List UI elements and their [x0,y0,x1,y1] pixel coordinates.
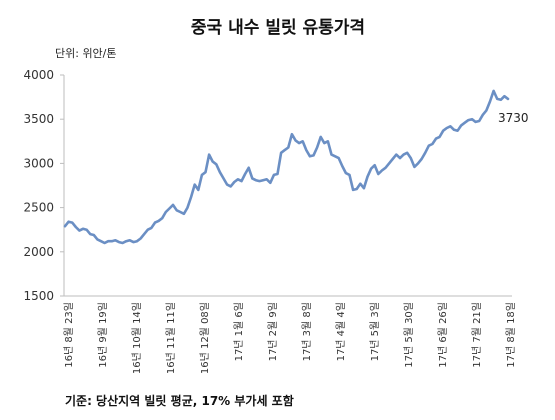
x-tick-label: 16년 9월 19일 [97,302,109,368]
x-tick-label: 17년 1월 6일 [233,302,245,361]
x-tick-label: 16년 11월 11일 [165,302,177,374]
x-tick-label: 17년 4월 4일 [335,302,347,361]
x-tick-label: 17년 2월 9일 [267,302,279,361]
last-value-label: 3730 [498,111,529,125]
unit-label: 단위: 위안/톤 [55,47,117,60]
x-tick-label: 17년 5월 3일 [369,302,381,361]
x-tick-label: 17년 5월 30일 [403,302,415,368]
x-tick-label: 17년 8월 18일 [505,302,517,368]
y-tick-label: 3500 [23,112,54,126]
x-tick-label: 16년 12월 08일 [199,302,211,374]
y-axis: 1500 2000 2500 3000 3500 4000 [23,68,65,303]
x-tick-label: 16년 10월 14일 [131,302,143,374]
chart-title: 중국 내수 빌릿 유통가격 [191,18,365,38]
source-note: 기준: 당산지역 빌릿 평균, 17% 부가세 포함 [65,393,294,408]
x-tick-label: 17년 6월 26일 [437,302,449,368]
y-tick-label: 2500 [23,201,54,215]
x-axis: 16년 8월 23일 16년 9월 19일 16년 10월 14일 16년 11월 1… [63,295,517,374]
price-line [63,89,510,245]
y-tick-label: 3000 [23,156,54,170]
x-tick-label: 17년 7월 21일 [471,302,483,368]
x-tick-label: 16년 8월 23일 [63,302,75,368]
x-tick-label: 17년 3월 8일 [301,302,313,361]
y-tick-label: 4000 [23,68,54,82]
y-tick-label: 2000 [23,245,54,259]
y-tick-label: 1500 [23,289,54,303]
